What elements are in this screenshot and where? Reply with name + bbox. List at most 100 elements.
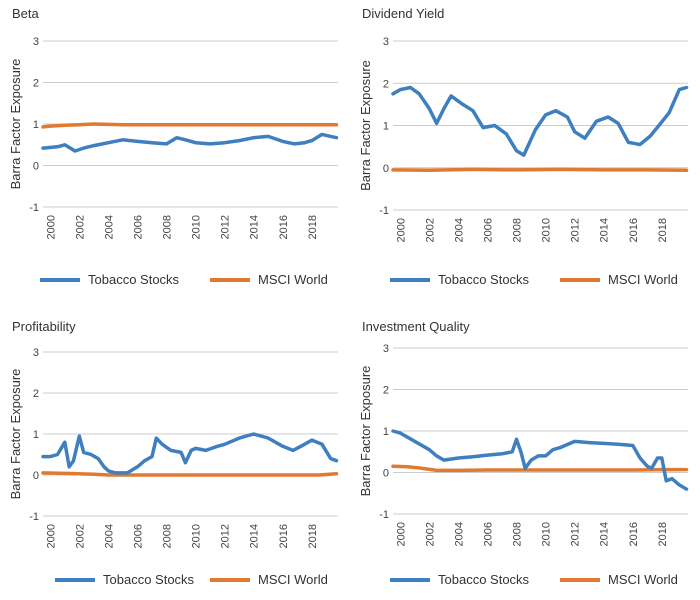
chart-panel-profitability: Profitability 3 2 1 0 -1 Barra Factor Exposur… [0,300,350,600]
x-tick-label: 2016 [628,522,640,546]
x-tick-label: 2004 [453,522,465,546]
chart-panel-investment-quality: Investment Quality 3 2 1 0 -1 Barra Factor Ex… [350,300,700,600]
y-tick-label: -1 [29,511,39,523]
y-tick-label: 1 [33,429,39,441]
x-tick-label: 2004 [453,218,465,242]
series-line-tobacco-stocks [391,85,689,157]
chart-legend: Tobacco Stocks MSCI World [40,572,340,590]
x-tick-label: 2012 [220,215,232,239]
y-tick-label: 1 [383,426,389,438]
series-line-msci-world [41,471,339,477]
chart-svg: 3 2 1 0 -1 Barra Factor Exposure 2000 2002 2004 2… [358,343,689,546]
legend-label: MSCI World [608,272,678,287]
series-line-msci-world [391,464,689,473]
y-tick-label: 0 [33,470,39,482]
x-tick-label: 2010 [191,215,203,239]
y-tick-label: 3 [383,36,389,48]
y-tick-label: 2 [33,78,39,90]
series-line-msci-world [391,167,689,173]
chart-svg: 3 2 1 0 -1 Barra Factor Exposure 2000 2002 2004 2… [8,36,339,239]
series-line-tobacco-stocks [41,132,339,153]
x-tick-label: 2010 [541,522,553,546]
y-tick-label: 3 [383,343,389,355]
chart-legend: Tobacco Stocks MSCI World [390,572,690,590]
y-tick-label: -1 [379,509,389,521]
x-tick-label: 2008 [162,215,174,239]
legend-label: Tobacco Stocks [103,572,195,587]
x-tick-label: 2002 [74,524,86,548]
chart-title: Beta [12,6,39,21]
x-tick-label: 2008 [512,218,524,242]
x-tick-label: 2008 [162,524,174,548]
x-tick-label: 2010 [541,218,553,242]
legend-item-tobacco: Tobacco Stocks [55,572,194,587]
x-tick-label: 2016 [278,524,290,548]
y-tick-label: 3 [33,36,39,48]
legend-swatch-msci [560,277,600,282]
legend-swatch-tobacco [390,277,430,282]
y-tick-label: -1 [379,205,389,217]
x-tick-label: 2014 [249,524,261,548]
legend-label: MSCI World [258,572,328,587]
x-tick-label: 2018 [307,215,319,239]
y-tick-label: 2 [383,385,389,397]
x-tick-label: 2016 [628,218,640,242]
y-tick-label: 1 [33,119,39,131]
x-tick-label: 2016 [278,215,290,239]
x-tick-label: 2018 [307,524,319,548]
x-tick-label: 2010 [191,524,203,548]
x-tick-label: 2002 [74,215,86,239]
x-tick-label: 2018 [657,218,669,242]
legend-swatch-msci [210,277,250,282]
legend-item-msci: MSCI World [210,272,328,287]
chart-panel-beta: Beta 3 2 1 0 -1 Barra Factor Exposure 2000 2002… [0,0,350,300]
legend-label: Tobacco Stocks [438,272,530,287]
legend-label: MSCI World [608,572,678,587]
legend-swatch-tobacco [40,277,80,282]
y-tick-label: 2 [33,388,39,400]
x-tick-label: 2002 [424,218,436,242]
legend-item-msci: MSCI World [210,572,328,587]
y-tick-label: 0 [383,468,389,480]
x-tick-label: 2006 [482,218,494,242]
legend-swatch-tobacco [55,577,95,582]
x-tick-label: 2006 [482,522,494,546]
legend-swatch-msci [210,577,250,582]
series-line-tobacco-stocks [391,429,689,491]
legend-label: Tobacco Stocks [88,272,180,287]
legend-swatch-msci [560,577,600,582]
x-tick-label: 2014 [249,215,261,239]
legend-swatch-tobacco [390,577,430,582]
y-axis-title: Barra Factor Exposure [358,366,373,497]
y-tick-label: 3 [33,347,39,359]
x-tick-label: 2008 [512,522,524,546]
chart-title: Profitability [12,319,76,334]
x-tick-label: 2018 [657,522,669,546]
x-tick-label: 2004 [103,215,115,239]
chart-title: Investment Quality [362,319,470,334]
legend-label: Tobacco Stocks [438,572,530,587]
x-tick-label: 2000 [45,524,57,548]
y-axis-title: Barra Factor Exposure [8,369,23,500]
series-line-tobacco-stocks [41,432,339,475]
x-tick-label: 2012 [570,218,582,242]
y-tick-label: 0 [383,163,389,175]
chart-title: Dividend Yield [362,6,445,21]
chart-legend: Tobacco Stocks MSCI World [40,272,340,290]
chart-legend: Tobacco Stocks MSCI World [390,272,690,290]
x-tick-label: 2012 [220,524,232,548]
legend-item-msci: MSCI World [560,572,678,587]
y-axis-title: Barra Factor Exposure [8,59,23,190]
y-tick-label: 2 [383,78,389,90]
x-tick-label: 2014 [599,218,611,242]
y-tick-label: 0 [33,161,39,173]
x-tick-label: 2000 [395,218,407,242]
legend-item-tobacco: Tobacco Stocks [390,272,529,287]
x-tick-label: 2012 [570,522,582,546]
x-tick-label: 2006 [132,215,144,239]
chart-panel-dividend-yield: Dividend Yield 3 2 1 0 -1 Barra Factor Exposu… [350,0,700,300]
y-tick-label: -1 [29,202,39,214]
x-tick-label: 2006 [132,524,144,548]
x-tick-label: 2000 [395,522,407,546]
x-tick-label: 2000 [45,215,57,239]
